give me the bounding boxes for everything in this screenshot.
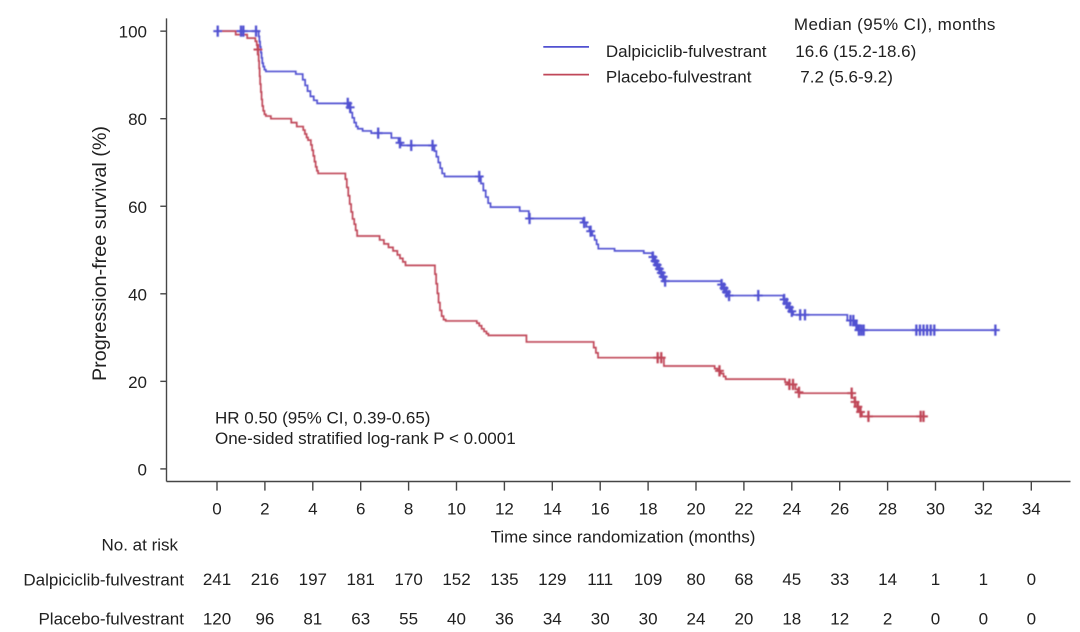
svg-text:1: 1	[931, 570, 940, 589]
svg-text:33: 33	[830, 570, 849, 589]
svg-text:7.2 (5.6-9.2): 7.2 (5.6-9.2)	[800, 67, 893, 86]
svg-text:100: 100	[119, 23, 147, 42]
svg-text:60: 60	[128, 198, 147, 217]
svg-text:34: 34	[1022, 500, 1041, 519]
svg-text:24: 24	[687, 609, 706, 628]
svg-text:120: 120	[203, 609, 231, 628]
svg-text:14: 14	[878, 570, 897, 589]
svg-text:No. at risk: No. at risk	[102, 536, 179, 555]
svg-text:30: 30	[591, 609, 610, 628]
svg-text:34: 34	[543, 609, 562, 628]
svg-text:0: 0	[138, 460, 147, 479]
svg-text:6: 6	[356, 500, 365, 519]
svg-text:181: 181	[347, 570, 375, 589]
svg-text:24: 24	[782, 500, 801, 519]
svg-text:20: 20	[687, 500, 706, 519]
svg-text:4: 4	[308, 500, 317, 519]
svg-text:12: 12	[830, 609, 849, 628]
svg-text:63: 63	[351, 609, 370, 628]
svg-text:32: 32	[974, 500, 993, 519]
svg-text:80: 80	[128, 110, 147, 129]
svg-text:36: 36	[495, 609, 514, 628]
svg-text:20: 20	[128, 373, 147, 392]
svg-text:10: 10	[447, 500, 466, 519]
svg-text:28: 28	[878, 500, 897, 519]
svg-text:18: 18	[639, 500, 658, 519]
svg-text:16: 16	[591, 500, 610, 519]
svg-text:2: 2	[260, 500, 269, 519]
svg-text:Dalpiciclib-fulvestrant: Dalpiciclib-fulvestrant	[606, 42, 767, 61]
svg-text:26: 26	[830, 500, 849, 519]
svg-text:241: 241	[203, 570, 231, 589]
svg-text:170: 170	[394, 570, 422, 589]
svg-text:109: 109	[634, 570, 662, 589]
svg-text:152: 152	[442, 570, 470, 589]
svg-text:30: 30	[639, 609, 658, 628]
svg-text:129: 129	[538, 570, 566, 589]
svg-text:68: 68	[734, 570, 753, 589]
svg-text:16.6 (15.2-18.6): 16.6 (15.2-18.6)	[795, 42, 916, 61]
svg-text:HR 0.50 (95% CI, 0.39-0.65): HR 0.50 (95% CI, 0.39-0.65)	[215, 408, 430, 427]
svg-text:Placebo-fulvestrant: Placebo-fulvestrant	[606, 67, 752, 86]
svg-text:18: 18	[782, 609, 801, 628]
svg-text:30: 30	[926, 500, 945, 519]
svg-text:0: 0	[931, 609, 940, 628]
svg-text:One-sided stratified log-rank: One-sided stratified log-rank P < 0.0001	[215, 429, 516, 448]
svg-text:14: 14	[543, 500, 562, 519]
svg-text:0: 0	[212, 500, 221, 519]
svg-text:0: 0	[979, 609, 988, 628]
svg-text:Placebo-fulvestrant: Placebo-fulvestrant	[38, 609, 184, 628]
svg-text:Time since randomization (mont: Time since randomization (months)	[491, 528, 756, 547]
svg-text:1: 1	[979, 570, 988, 589]
svg-text:45: 45	[782, 570, 801, 589]
svg-text:20: 20	[734, 609, 753, 628]
svg-text:81: 81	[303, 609, 322, 628]
svg-text:8: 8	[404, 500, 413, 519]
svg-text:55: 55	[399, 609, 418, 628]
svg-text:Dalpiciclib-fulvestrant: Dalpiciclib-fulvestrant	[23, 571, 184, 590]
svg-text:216: 216	[251, 570, 279, 589]
svg-text:Progression-free survival (%): Progression-free survival (%)	[89, 126, 111, 381]
svg-text:Median (95% CI), months: Median (95% CI), months	[794, 15, 996, 34]
svg-text:40: 40	[128, 285, 147, 304]
svg-text:22: 22	[734, 500, 753, 519]
svg-text:111: 111	[587, 570, 613, 589]
svg-text:2: 2	[883, 609, 892, 628]
svg-text:40: 40	[447, 609, 466, 628]
svg-text:135: 135	[490, 570, 518, 589]
svg-text:96: 96	[255, 609, 274, 628]
svg-text:0: 0	[1027, 570, 1036, 589]
svg-text:0: 0	[1027, 609, 1036, 628]
svg-text:80: 80	[687, 570, 706, 589]
svg-text:197: 197	[299, 570, 327, 589]
svg-text:12: 12	[495, 500, 514, 519]
